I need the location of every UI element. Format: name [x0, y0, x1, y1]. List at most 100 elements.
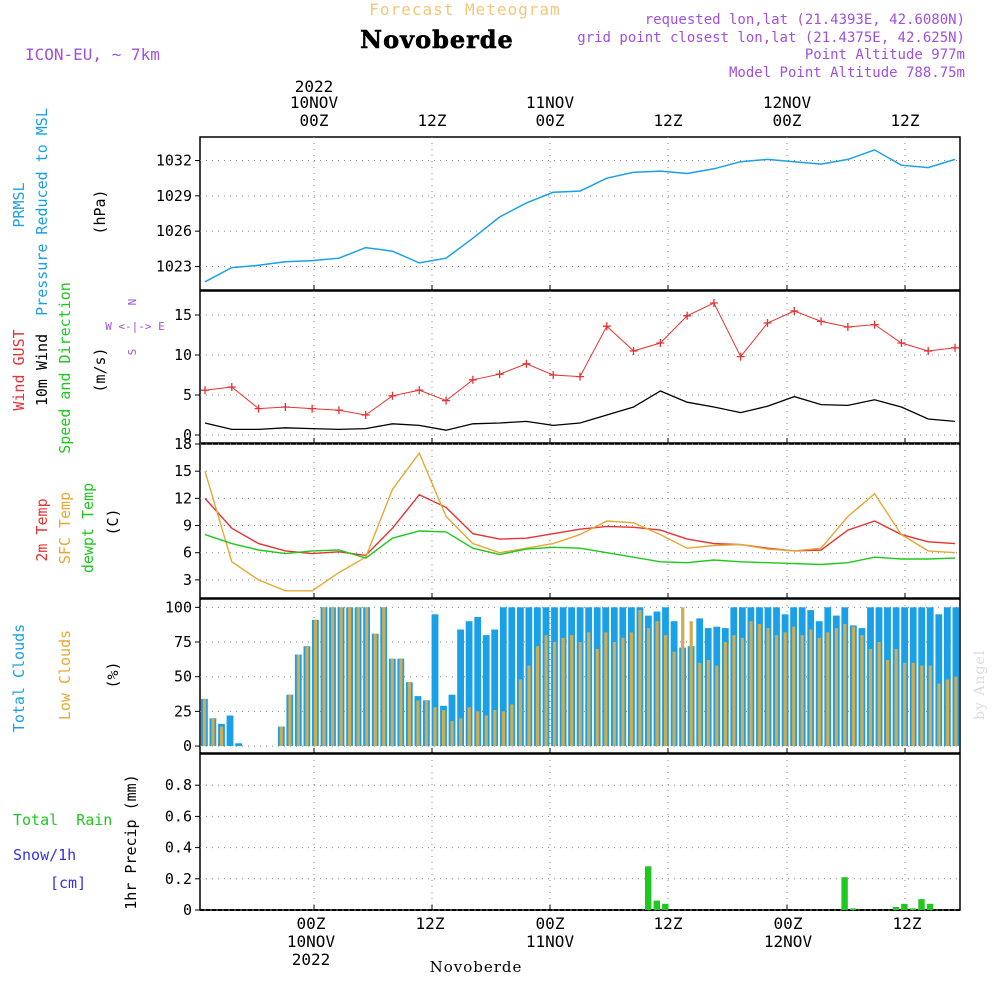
wind-ytick-label: 0 [183, 426, 192, 444]
requested-coords: requested lon,lat (21.4393E, 42.6080N) [645, 12, 965, 28]
footer-location: Novoberde [430, 958, 523, 976]
lcc-bar [561, 637, 565, 746]
lcc-bar [570, 635, 574, 747]
wind-frame [199, 290, 961, 444]
precip-labels: Total Rain Snow/1h [cm] 1hr Precip (mm) [13, 774, 140, 909]
lcc-bar [501, 711, 505, 747]
lcc-bar [826, 632, 830, 747]
lcc-bar [689, 621, 693, 747]
rain-bar [901, 903, 908, 910]
gust-point [415, 386, 424, 395]
compass-n: N [126, 299, 139, 306]
gust-point [549, 371, 558, 379]
gust-point [442, 396, 451, 405]
lcc-bar [851, 626, 856, 746]
lcc-bar [928, 665, 932, 747]
lcc-bar [723, 642, 727, 747]
gust-point [870, 320, 879, 329]
prmsl-unit: (hPa) [91, 189, 109, 234]
tcc-bar [952, 607, 960, 746]
gust-point [656, 339, 665, 347]
wind10-label: 10m Wind [33, 334, 51, 406]
precip-ytick-label: 0.6 [165, 807, 192, 825]
wind-labels: Wind GUST 10m Wind Speed and Direction (… [10, 282, 165, 454]
lcc-bar [877, 642, 881, 747]
lcc-bar [587, 632, 591, 747]
lcc-bar [578, 642, 582, 747]
precip-ytick-label: 0.4 [165, 839, 192, 857]
prmsl-long-label: Pressure Reduced to MSL [33, 108, 51, 316]
lcc-bar [518, 679, 522, 747]
lcc-bar [681, 607, 685, 746]
lcc-bar [646, 628, 651, 746]
tcc-label: Total Clouds [10, 624, 28, 732]
tcc-bar [491, 629, 499, 746]
lcc-bar [202, 698, 207, 747]
lcc-bar [792, 626, 796, 746]
tcc-bar [474, 617, 482, 746]
point-altitude: Point Altitude 977m [805, 47, 965, 63]
tcc-bar [943, 607, 951, 746]
lcc-bar [672, 651, 676, 746]
gust-point [227, 383, 236, 391]
wind-ytick-label: 15 [174, 306, 192, 324]
lcc-bar [732, 635, 736, 747]
lcc-bar [322, 607, 326, 746]
lcc-bar [698, 662, 702, 746]
wind-ytick-label: 5 [183, 386, 192, 404]
top-label: 11NOV [526, 93, 575, 112]
credit: by Angel [972, 650, 988, 720]
pressure-ytick-label: 1029 [156, 187, 192, 205]
rain-bar [892, 906, 900, 910]
lcc-bar [894, 648, 898, 746]
temperature-ytick-label: 15 [174, 462, 192, 480]
lcc-bar [749, 621, 753, 747]
model-name: ICON-EU, ~ 7km [25, 45, 160, 64]
temperature-ytick-label: 18 [174, 435, 192, 453]
lcc-bar [817, 637, 821, 746]
lcc-bar [373, 633, 377, 747]
precip-ytick-label: 0.2 [165, 870, 192, 888]
bottom-label: 12Z [654, 914, 683, 933]
lcc-bar [920, 665, 924, 747]
rain-bar [850, 908, 857, 910]
wind-ytick-label: 10 [174, 346, 192, 364]
tcc-bar [235, 743, 242, 747]
gust-point [951, 343, 959, 352]
lcc-bar [476, 711, 480, 747]
lcc-bar [903, 662, 907, 746]
lcc-label: Low Clouds [56, 630, 74, 720]
gust-point [709, 299, 718, 307]
top-label: 12NOV [763, 93, 812, 112]
bottom-label: 12NOV [764, 932, 813, 951]
gust-point [790, 307, 799, 315]
gust-point [817, 317, 826, 326]
top-label: 00Z [536, 111, 565, 130]
lcc-bar [296, 654, 300, 747]
prmsl-label: PRMSL [10, 182, 28, 227]
compass-s: S [126, 349, 139, 356]
gust-point [924, 347, 933, 355]
lcc-bar [886, 660, 890, 746]
lcc-bar [766, 628, 770, 746]
lcc-bar [493, 710, 497, 747]
lcc-bar [211, 718, 215, 746]
gust-point [495, 370, 504, 379]
lcc-bar [638, 610, 642, 747]
wind-unit: (m/s) [91, 347, 109, 392]
bottom-label: 00Z [297, 914, 326, 933]
lcc-bar [843, 624, 847, 747]
tcc-bar [465, 621, 473, 747]
lcc-bar [740, 637, 745, 746]
tdew-line [204, 530, 956, 566]
lcc-bar [664, 635, 668, 747]
temperature-ytick-label: 12 [174, 489, 192, 507]
lcc-bar [279, 726, 283, 746]
temp-unit: (C) [104, 508, 122, 535]
gust-point [629, 347, 638, 355]
lcc-bar [868, 648, 873, 746]
tcc-bar [226, 715, 234, 746]
lcc-bar [433, 707, 437, 746]
snow-unit: [cm] [50, 874, 86, 892]
rain-label: Total Rain [13, 811, 112, 829]
